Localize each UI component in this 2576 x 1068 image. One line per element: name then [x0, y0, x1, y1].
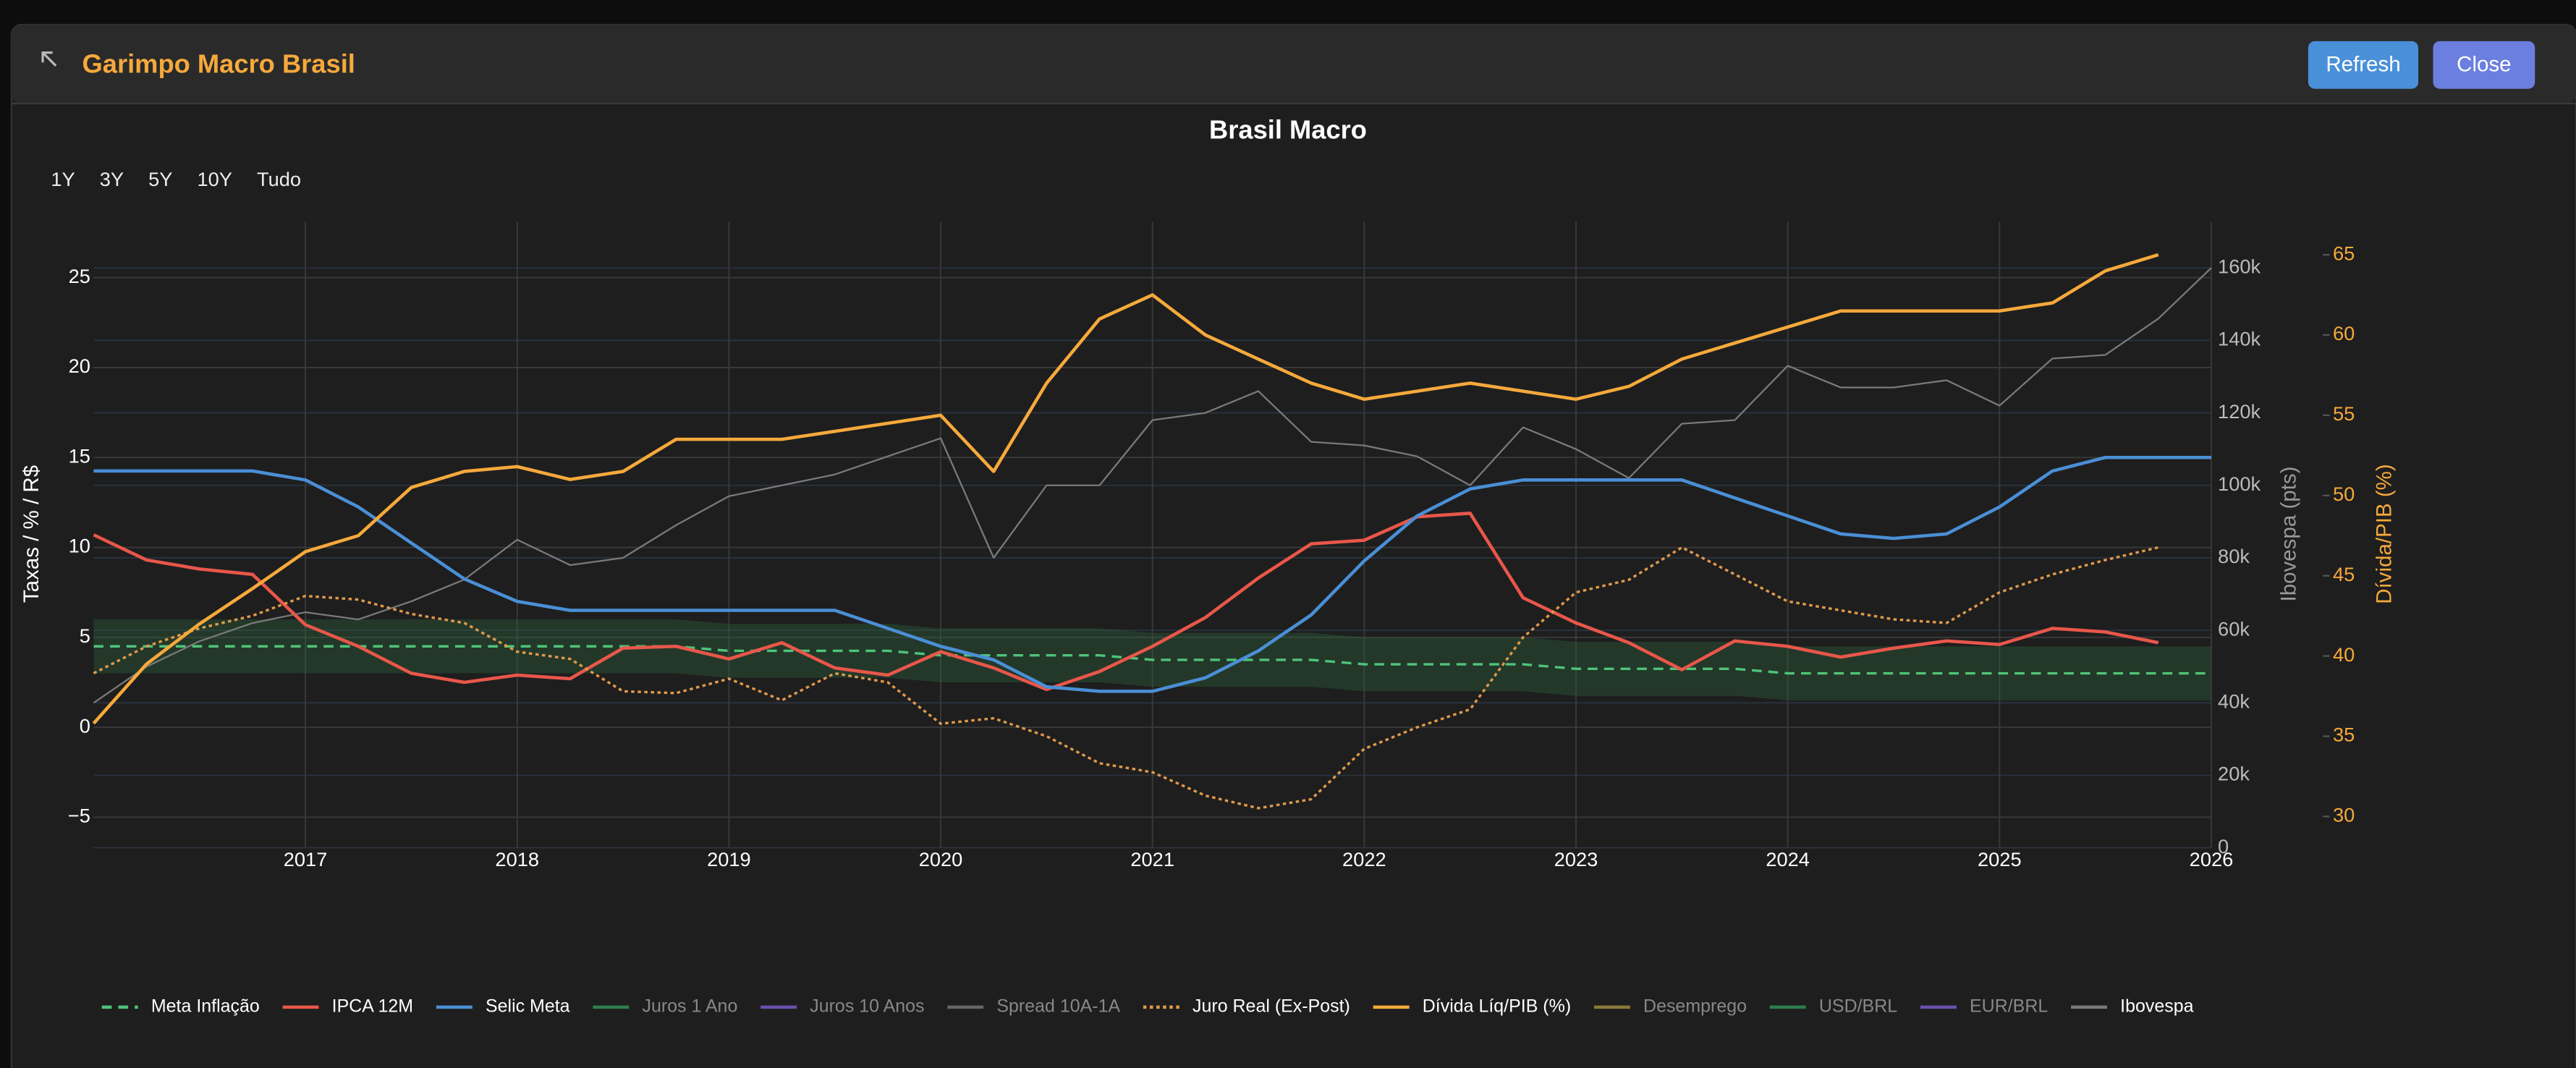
legend-label[interactable]: Juro Real (Ex-Post) — [1192, 996, 1350, 1016]
y-tick-label: 15 — [69, 444, 90, 467]
header-bar — [12, 25, 2576, 103]
chart-title: Brasil Macro — [1209, 114, 1367, 144]
legend-label[interactable]: Juros 1 Ano — [642, 996, 737, 1016]
y-axis-title: Taxas / % / R$ — [20, 465, 43, 603]
x-tick-label: 2026 — [2190, 848, 2234, 870]
x-tick-label: 2018 — [495, 848, 539, 870]
legend-label[interactable]: Spread 10A-1A — [996, 996, 1120, 1016]
y2-tick-label: 100k — [2218, 472, 2261, 495]
y2-tick-label: 140k — [2218, 328, 2261, 350]
y-tick-label: −5 — [68, 805, 90, 827]
y3-tick-label: 50 — [2333, 483, 2355, 505]
x-tick-label: 2025 — [1978, 848, 2022, 870]
y-tick-label: 0 — [80, 714, 90, 737]
range-button[interactable]: Tudo — [257, 168, 301, 190]
y3-axis-title: Dívida/PIB (%) — [2372, 464, 2396, 603]
y3-tick-label: 55 — [2333, 402, 2355, 425]
y3-tick-label: 40 — [2333, 643, 2355, 666]
legend-label[interactable]: Selic Meta — [486, 996, 570, 1016]
y-tick-label: 5 — [80, 624, 90, 647]
y2-tick-label: 80k — [2218, 545, 2250, 567]
y3-tick-label: 45 — [2333, 563, 2355, 585]
close-label[interactable]: Close — [2457, 53, 2511, 77]
range-button[interactable]: 3Y — [100, 168, 124, 190]
y-tick-label: 25 — [69, 265, 90, 287]
legend-label[interactable]: Meta Inflação — [151, 996, 260, 1016]
y3-tick-label: 65 — [2333, 242, 2355, 264]
x-tick-label: 2024 — [1766, 848, 1810, 870]
y3-tick-label: 60 — [2333, 322, 2355, 344]
y3-tick-label: 30 — [2333, 804, 2355, 826]
y2-tick-label: 160k — [2218, 255, 2261, 277]
legend-label[interactable]: Ibovespa — [2120, 996, 2193, 1016]
legend-label[interactable]: IPCA 12M — [332, 996, 413, 1016]
refresh-label[interactable]: Refresh — [2326, 53, 2400, 77]
legend-label[interactable]: Desemprego — [1643, 996, 1747, 1016]
y2-tick-label: 60k — [2218, 617, 2250, 640]
legend-label[interactable]: USD/BRL — [1819, 996, 1897, 1016]
y3-tick-label: 35 — [2333, 724, 2355, 746]
x-tick-label: 2022 — [1342, 848, 1386, 870]
legend-label[interactable]: EUR/BRL — [1970, 996, 2048, 1016]
x-tick-label: 2020 — [919, 848, 963, 870]
y2-tick-label: 120k — [2218, 400, 2261, 423]
legend-label[interactable]: Dívida Líq/PIB (%) — [1423, 996, 1571, 1016]
y2-tick-label: 40k — [2218, 690, 2250, 712]
x-tick-label: 2021 — [1130, 848, 1174, 870]
range-button[interactable]: 10Y — [197, 168, 232, 190]
range-button[interactable]: 5Y — [148, 168, 172, 190]
y-tick-label: 20 — [69, 355, 90, 377]
x-tick-label: 2017 — [284, 848, 328, 870]
y2-tick-label: 20k — [2218, 763, 2250, 785]
x-tick-label: 2023 — [1554, 848, 1598, 870]
range-button[interactable]: 1Y — [51, 168, 75, 190]
legend-label[interactable]: Juros 10 Anos — [810, 996, 924, 1016]
x-tick-label: 2019 — [707, 848, 751, 870]
plot: 020k40k60k80k100k120k140k160k−5051015202… — [68, 222, 2355, 870]
y-tick-label: 10 — [69, 535, 90, 557]
app-title: Garimpo Macro Brasil — [82, 49, 355, 79]
y2-axis-title: Ibovespa (pts) — [2277, 467, 2301, 602]
